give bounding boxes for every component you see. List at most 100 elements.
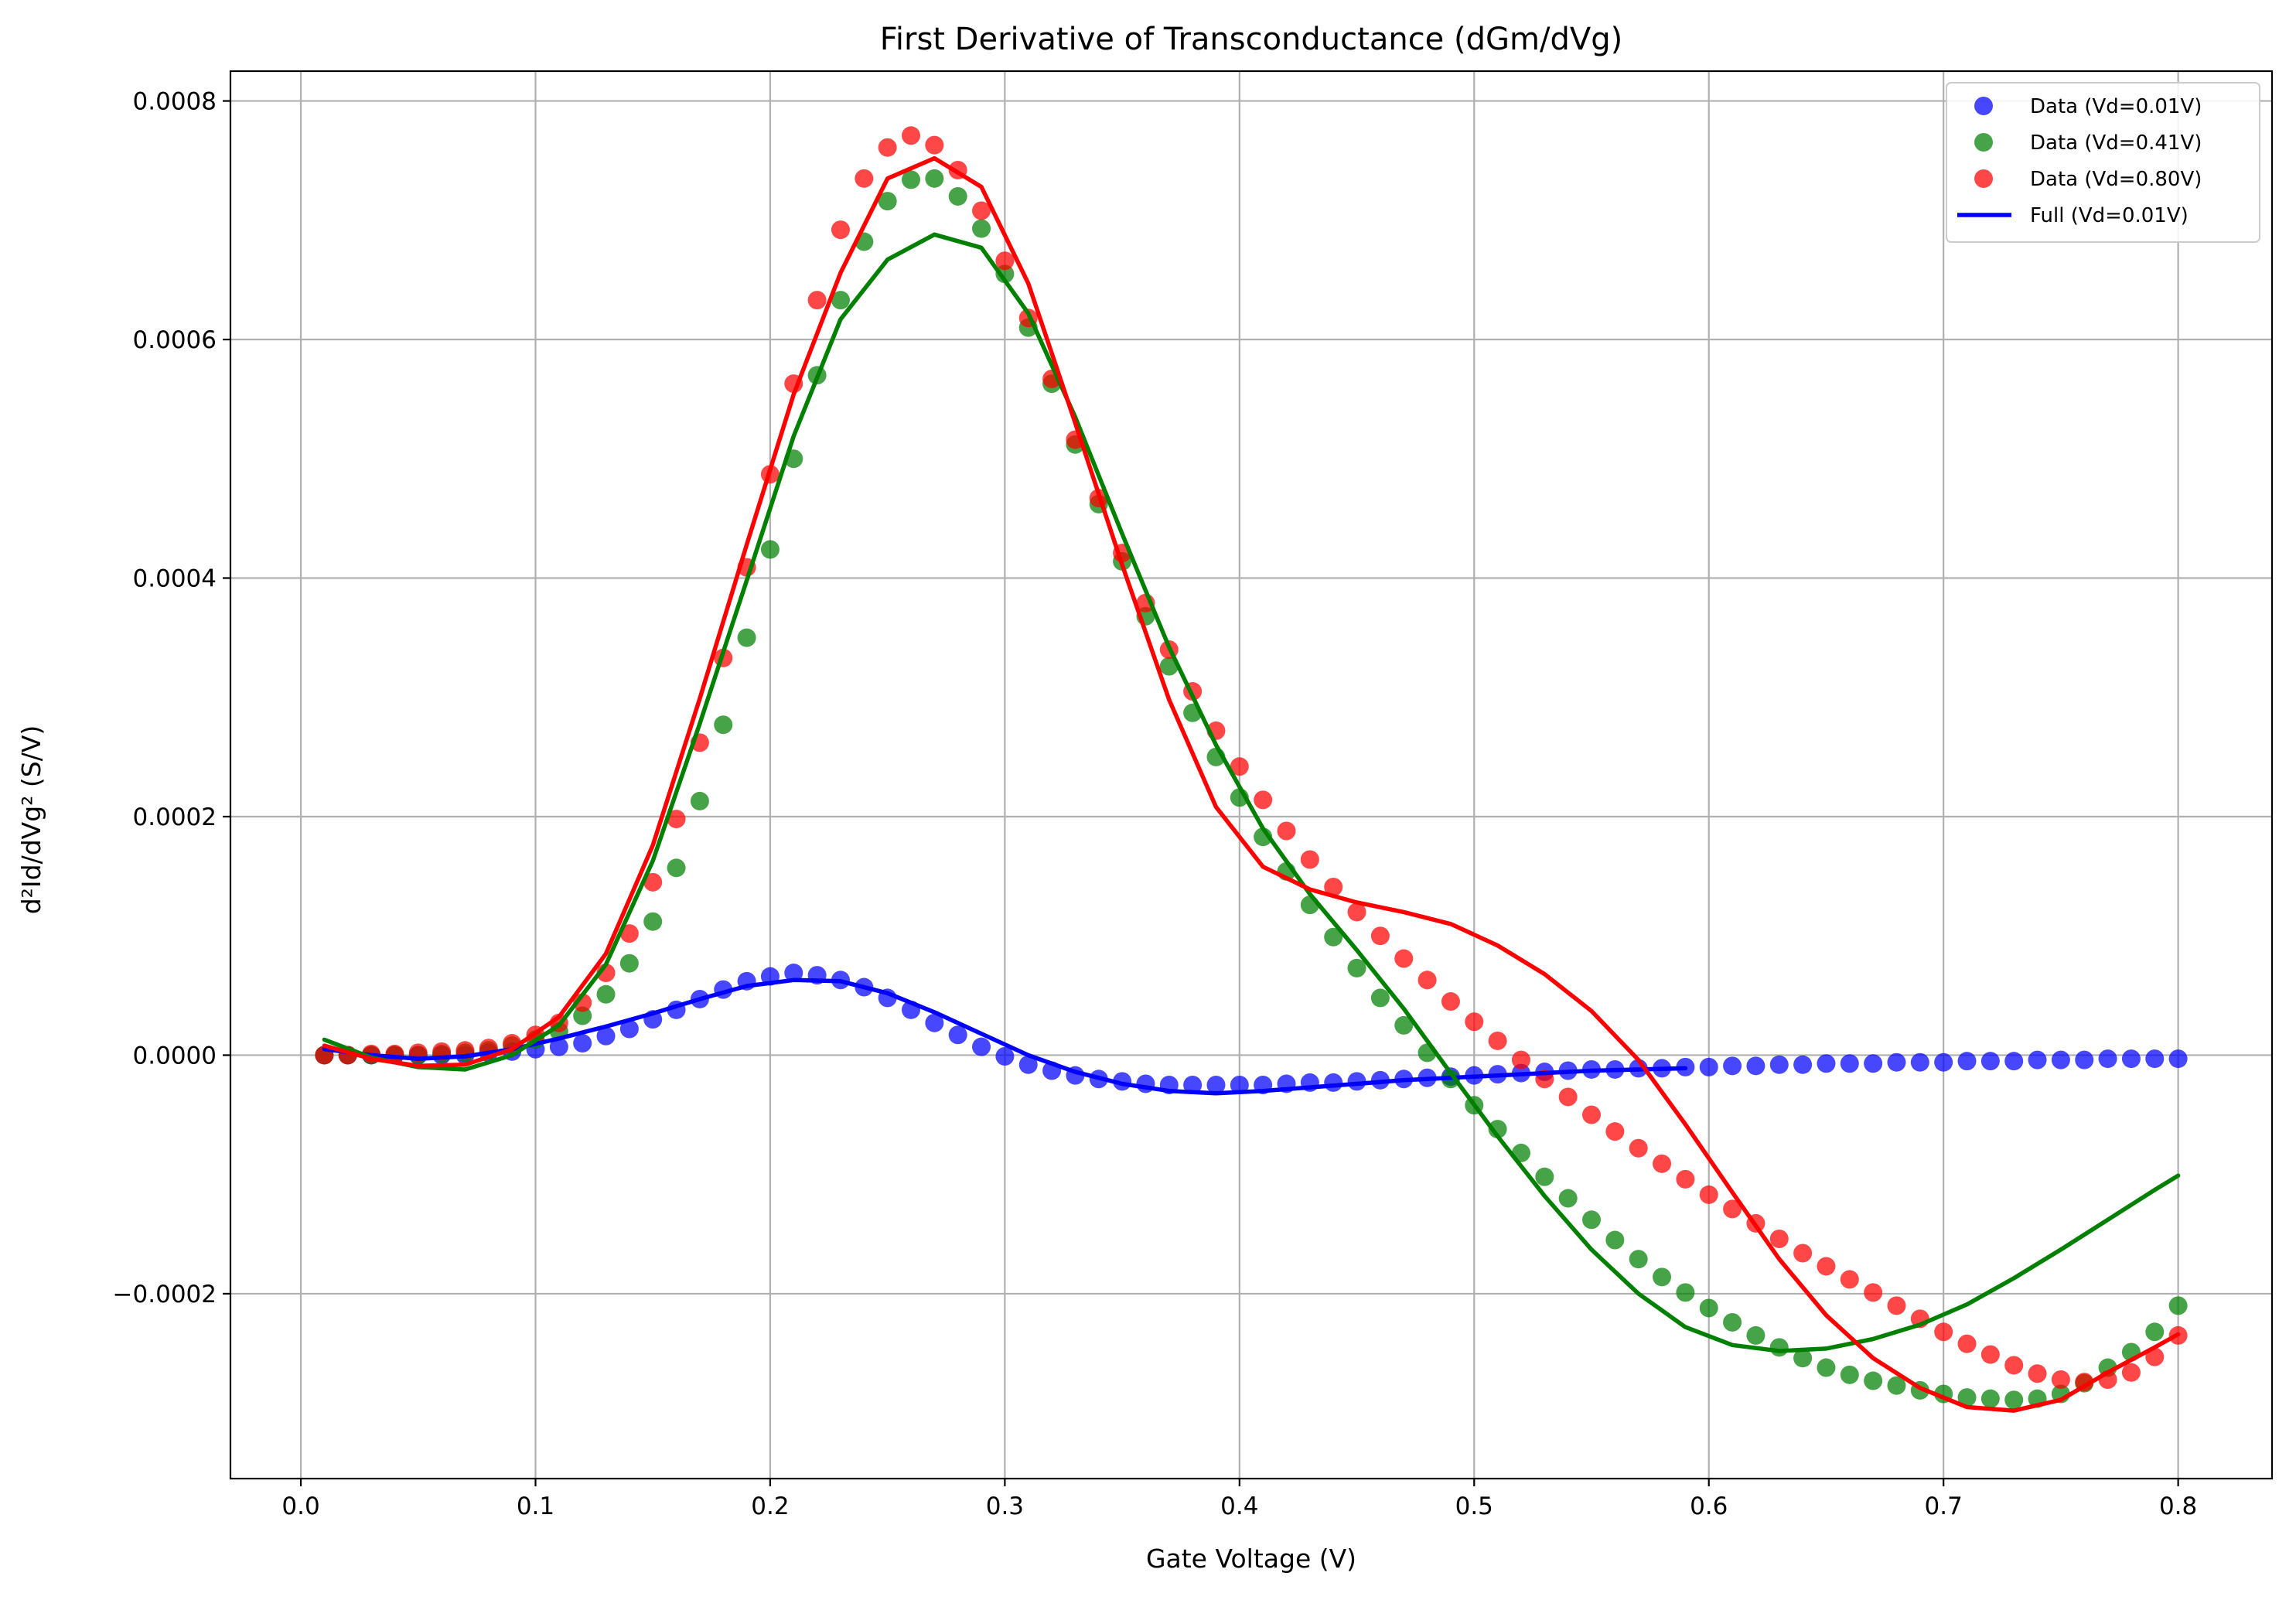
data-point — [1957, 1388, 1977, 1407]
data-point — [925, 169, 944, 188]
data-point — [667, 810, 686, 829]
data-point — [1230, 757, 1249, 776]
data-point — [2145, 1322, 2165, 1342]
data-point — [1793, 1055, 1813, 1074]
data-point — [1840, 1054, 1859, 1073]
data-point — [1418, 971, 1437, 990]
data-point — [1676, 1283, 1695, 1302]
data-point — [1206, 1076, 1226, 1095]
data-point — [2168, 1049, 2188, 1069]
data-point — [1370, 926, 1390, 946]
data-point — [1793, 1243, 1813, 1263]
legend-label: Data (Vd=0.41V) — [2030, 131, 2202, 155]
data-point — [1535, 1167, 1554, 1186]
legend-marker — [1974, 97, 1993, 115]
data-point — [1699, 1185, 1718, 1204]
data-point — [1817, 1054, 1836, 1073]
plot-frame — [229, 70, 2274, 1480]
data-point — [1887, 1052, 1906, 1072]
data-point — [1347, 958, 1366, 977]
data-point — [1558, 1087, 1578, 1107]
data-point — [1254, 790, 1273, 810]
data-point — [1723, 1312, 1742, 1332]
data-point — [714, 715, 733, 735]
data-point — [573, 1034, 592, 1053]
data-point — [1394, 949, 1414, 968]
data-point — [1793, 1349, 1813, 1368]
data-point — [1864, 1371, 1883, 1390]
data-point — [1980, 1345, 2000, 1364]
data-point — [1723, 1056, 1742, 1076]
y-axis-ticks: −0.0002 0.0000 0.0002 0.0004 0.0006 0.0008 — [113, 88, 230, 1308]
y-axis-label: d²Id/dVg² (S/V) — [16, 725, 46, 915]
data-point — [878, 138, 897, 157]
data-point — [925, 1013, 944, 1032]
data-point — [549, 1037, 568, 1056]
data-point — [1864, 1283, 1883, 1302]
data-point — [855, 169, 874, 188]
legend-marker — [1974, 169, 1993, 188]
x-tick-label: 0.8 — [2159, 1493, 2197, 1520]
data-point — [760, 540, 780, 559]
data-point — [1769, 1055, 1789, 1074]
legend-label: Data (Vd=0.01V) — [2030, 95, 2202, 118]
data-point — [1653, 1154, 1672, 1173]
data-point — [2004, 1356, 2024, 1375]
x-tick-label: 0.7 — [1925, 1493, 1963, 1520]
x-tick-label: 0.3 — [986, 1493, 1024, 1520]
data-point — [1817, 1257, 1836, 1276]
data-point — [807, 291, 827, 310]
data-point — [596, 984, 616, 1004]
data-point — [2168, 1296, 2188, 1315]
data-point — [573, 1006, 592, 1025]
y-tick-label: 0.0006 — [133, 326, 217, 354]
data-point — [2098, 1049, 2117, 1069]
data-point — [831, 220, 850, 240]
data-point — [1957, 1052, 1977, 1071]
data-point — [1605, 1230, 1625, 1250]
data-point — [1887, 1296, 1906, 1315]
data-point — [948, 1025, 967, 1045]
data-point — [1840, 1270, 1859, 1289]
fit-line-3 — [322, 155, 2181, 1413]
data-point — [643, 872, 663, 892]
data-point — [1817, 1358, 1836, 1377]
data-point — [2028, 1364, 2047, 1383]
data-point — [1277, 821, 1296, 841]
data-point — [2051, 1370, 2070, 1389]
data-point — [2004, 1052, 2024, 1071]
data-point — [737, 628, 756, 647]
data-point — [972, 201, 991, 220]
data-point — [2145, 1347, 2165, 1366]
fit-line-1 — [322, 977, 1688, 1096]
data-point — [925, 135, 944, 155]
data-point — [1934, 1322, 1953, 1342]
legend-label: Full (Vd=0.01V) — [2030, 204, 2189, 227]
data-point — [1957, 1334, 1977, 1353]
x-axis-label: Gate Voltage (V) — [1146, 1544, 1356, 1574]
data-point — [1980, 1389, 2000, 1408]
data-point — [995, 264, 1015, 284]
data-point — [902, 126, 920, 145]
series-lines — [322, 155, 2181, 1413]
legend-marker — [1974, 133, 1993, 152]
data-point — [1558, 1189, 1578, 1208]
y-tick-label: 0.0008 — [133, 88, 217, 116]
data-point — [2121, 1363, 2141, 1382]
data-point — [1980, 1052, 2000, 1071]
y-tick-label: −0.0002 — [113, 1281, 217, 1308]
data-point — [667, 858, 686, 878]
data-point — [619, 1019, 639, 1039]
data-point — [784, 964, 803, 983]
x-tick-label: 0.4 — [1220, 1493, 1258, 1520]
data-point — [690, 791, 709, 810]
x-tick-label: 0.6 — [1690, 1493, 1728, 1520]
data-point — [619, 924, 639, 943]
chart-title: First Derivative of Transconductance (dG… — [880, 22, 1622, 57]
x-tick-label: 0.2 — [751, 1493, 789, 1520]
data-point — [1324, 1073, 1343, 1092]
data-point — [1653, 1267, 1672, 1287]
x-axis-ticks: 0.0 0.1 0.2 0.3 0.4 0.5 0.6 0.7 0.8 — [281, 1479, 2197, 1520]
data-point — [1629, 1138, 1648, 1158]
